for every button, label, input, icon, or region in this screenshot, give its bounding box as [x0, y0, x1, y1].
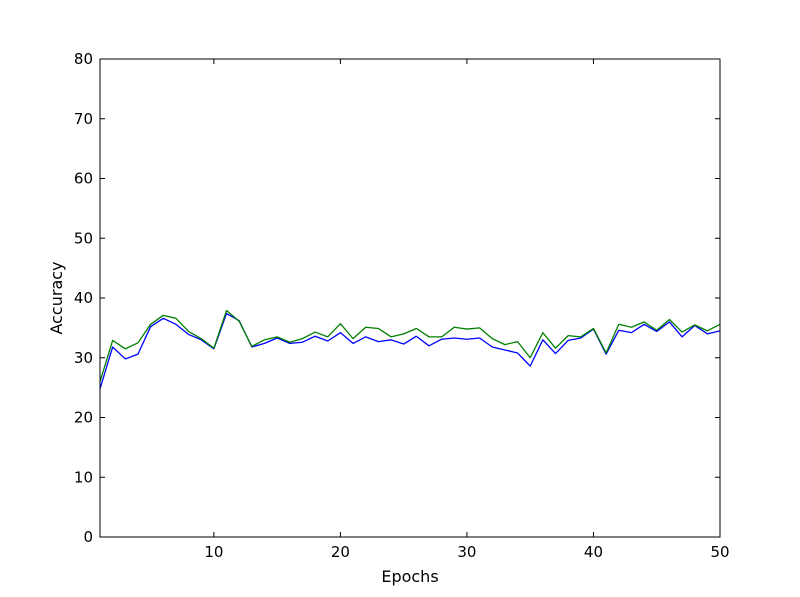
x-tick-label: 40 [584, 543, 603, 561]
y-tick-label: 40 [74, 289, 93, 307]
x-axis-label: Epochs [381, 567, 438, 586]
y-tick-label: 30 [74, 349, 93, 367]
y-tick-label: 70 [74, 110, 93, 128]
y-tick-label: 0 [83, 528, 93, 546]
series-line-1 [99, 312, 721, 390]
y-tick-label: 10 [74, 468, 93, 486]
x-tick-label: 20 [331, 543, 350, 561]
y-tick-label: 60 [74, 170, 93, 188]
x-tick-label: 50 [710, 543, 729, 561]
y-tick-label: 80 [74, 50, 93, 68]
x-tick-label: 30 [457, 543, 476, 561]
y-axis-label: Accuracy [47, 261, 66, 334]
plot-area: 0 10 20 30 40 50 60 70 80 10 20 30 40 50 [74, 50, 730, 561]
y-tick-label: 50 [74, 229, 93, 247]
series-line-2 [99, 309, 721, 382]
x-tick-label: 10 [204, 543, 223, 561]
y-tick-label: 20 [74, 409, 93, 427]
